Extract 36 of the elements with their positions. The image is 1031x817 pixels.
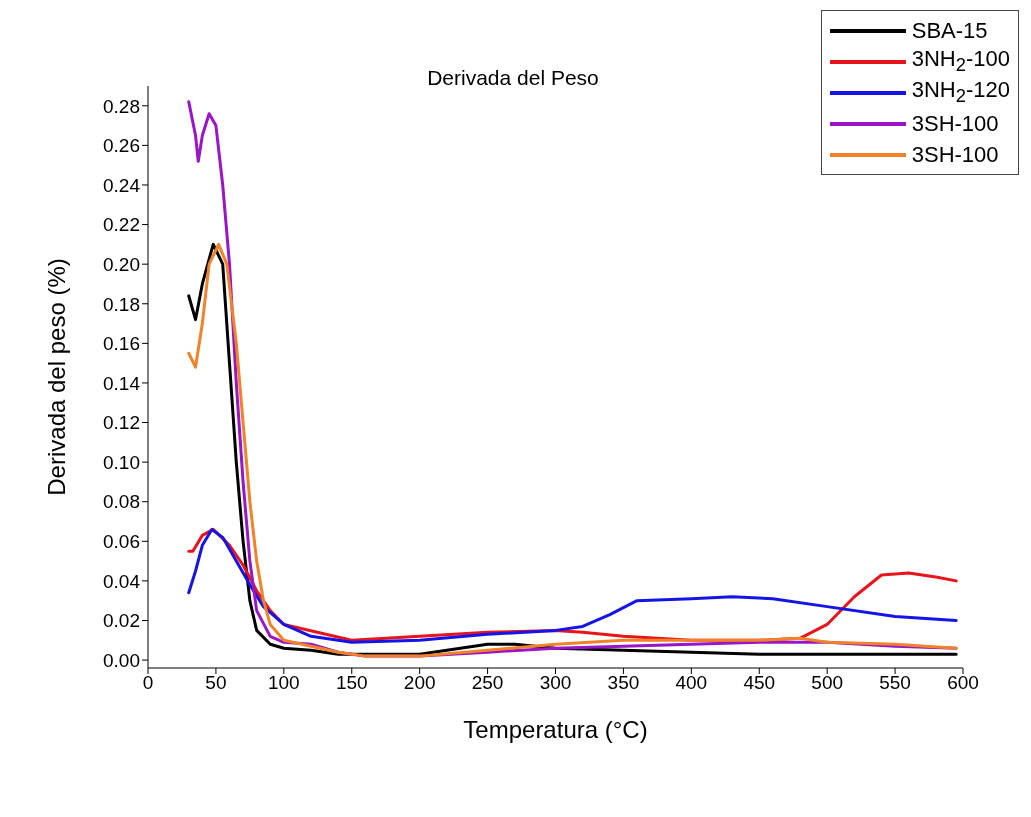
y-tick-label: 0.10 [103,451,140,473]
y-tick-label: 0.04 [103,570,141,592]
y-axis-title: Derivada del peso (%) [42,258,70,496]
chart-title: Derivada del Peso [426,66,600,90]
y-tick-label: 0.14 [103,372,141,394]
x-tick-label: 350 [607,672,640,694]
y-tick-label: 0.08 [103,491,140,513]
y-tick-label: 0.24 [103,174,141,196]
y-tick-label: 0.18 [103,293,140,315]
legend-label: 3NH$_{2}$-100 [911,46,1010,77]
x-tick-label: 50 [205,672,227,694]
y-tick-label: 0.06 [103,531,140,553]
y-tick-label: 0.02 [103,610,140,632]
legend-label: 3SH-100 [911,141,999,168]
legend-label: SBA-15 [911,17,988,44]
x-tick-label: 100 [267,672,300,694]
x-tick-label: 500 [811,672,844,694]
y-tick-label: 0.20 [103,253,140,275]
legend-label: 3SH-100 [911,110,999,137]
y-tick-label: 0.26 [103,135,140,157]
x-tick-label: 250 [471,672,504,694]
x-tick-label: 400 [675,672,708,694]
y-tick-label: 0.22 [103,214,140,236]
y-tick-label: 0.28 [103,95,140,117]
y-tick-label: 0.16 [103,333,140,355]
x-tick-label: 200 [403,672,436,694]
legend-label: 3NH$_{2}$-120 [911,77,1010,108]
x-tick-label: 550 [879,672,911,694]
x-tick-label: 0 [142,672,154,694]
x-tick-label: 300 [539,672,572,694]
x-axis-title: Temperatura (°C) [463,716,648,743]
x-tick-label: 600 [947,672,979,694]
y-tick-label: 0.00 [103,649,140,671]
y-tick-label: 0.12 [103,412,140,434]
x-tick-label: 150 [335,672,368,694]
x-tick-label: 450 [743,672,776,694]
